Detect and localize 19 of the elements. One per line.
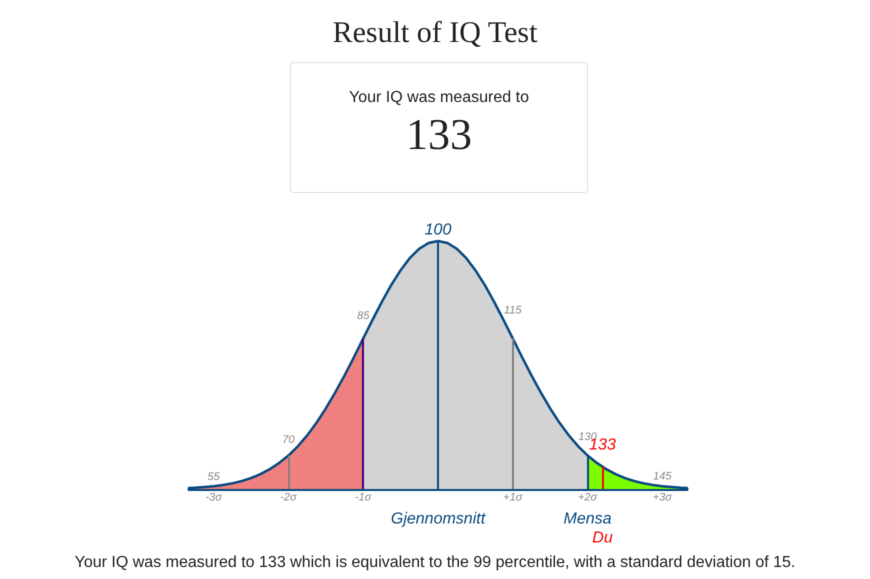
x-tick-label: -3σ: [205, 492, 222, 504]
chart-subtitle: Your IQ was measured to: [348, 88, 530, 108]
x-tick-label: +2σ: [578, 492, 598, 504]
text: Your IQ was measured to 133 which is equivalent to the 99 percentile, with a standard deviation of 15.: [74, 553, 796, 573]
ref-line-label: Mensa: [564, 510, 612, 528]
annotation: 55: [208, 470, 221, 483]
x-tick-label: -1σ: [355, 492, 372, 504]
annotation: 70: [282, 434, 296, 446]
annotation: 100: [424, 222, 452, 238]
annotation: 115: [504, 304, 522, 317]
text: 133: [405, 110, 473, 160]
x-tick-label: +1σ: [503, 492, 523, 504]
chart-title: Result of IQ Test: [332, 15, 538, 51]
annotation: 85: [357, 310, 370, 322]
annotation: 145: [653, 470, 672, 482]
ref-line-label: Du: [592, 530, 613, 546]
ref-line-label: Gjennomsnitt: [390, 510, 486, 528]
x-tick-label: -2σ: [280, 492, 298, 504]
x-tick-label: +3σ: [652, 492, 672, 504]
